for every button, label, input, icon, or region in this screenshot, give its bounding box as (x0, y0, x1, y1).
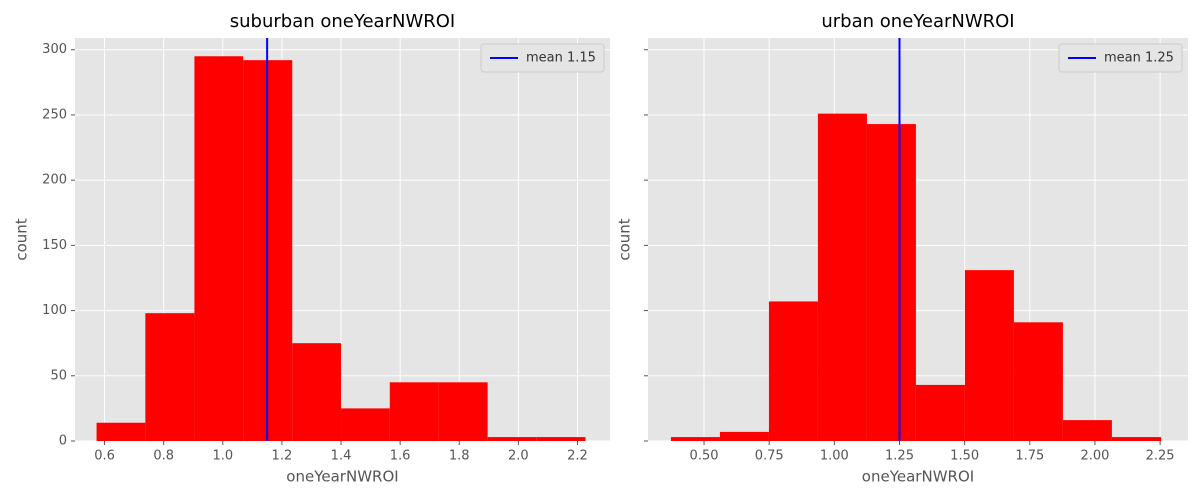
x-tick-label: 1.0 (212, 449, 233, 464)
x-tick-label: 1.25 (885, 449, 914, 464)
bar (817, 113, 867, 441)
x-tick-label: 2.2 (567, 449, 588, 464)
legend: mean 1.25 (1058, 43, 1183, 73)
legend-box (480, 43, 605, 73)
bar (915, 384, 965, 441)
bar (194, 56, 244, 441)
bar (292, 343, 342, 441)
x-tick-label: 1.2 (272, 449, 293, 464)
bar (341, 408, 390, 441)
bar (487, 437, 537, 441)
legend: mean 1.15 (480, 43, 605, 73)
x-axis-label: oneYearNWROI (286, 468, 398, 486)
x-tick-label: 1.50 (950, 449, 979, 464)
subplot: 0.50 0.75 1.00 1.25 1.50 1.75 2.00 2.25 urban on… (616, 11, 1188, 486)
bar (1062, 420, 1112, 441)
x-tick-label: 2.0 (508, 449, 529, 464)
y-axis-label: count (616, 218, 634, 260)
bar (536, 437, 586, 441)
bar (866, 124, 916, 441)
x-tick-label: 2.00 (1080, 449, 1109, 464)
x-tick-label: 0.8 (153, 449, 174, 464)
bar (768, 301, 818, 441)
x-tick-label: 0.50 (690, 449, 719, 464)
x-tick-label: 2.25 (1146, 449, 1175, 464)
y-tick-label: 250 (42, 107, 67, 122)
subplot: 0 50 100 150 200 250 300 0.6 0.8 1.0 1.2 1.4 1.6 1.8 2… (13, 11, 610, 486)
legend-label: mean 1.25 (1104, 51, 1174, 66)
x-tick-label: 1.4 (331, 449, 352, 464)
bar (1111, 437, 1162, 441)
bar (670, 437, 720, 441)
x-tick-label: 1.00 (820, 449, 849, 464)
y-tick-label: 150 (42, 238, 67, 253)
y-tick-label: 200 (42, 173, 67, 188)
bar (964, 270, 1014, 441)
bar (389, 382, 439, 441)
bar (438, 382, 488, 441)
bar (719, 431, 769, 441)
bar (1013, 322, 1063, 441)
bar (96, 422, 146, 441)
x-tick-label: 0.6 (94, 449, 115, 464)
x-tick-label: 1.8 (449, 449, 470, 464)
chart-title: urban oneYearNWROI (821, 11, 1014, 32)
y-tick-label: 300 (42, 42, 67, 57)
x-tick-label: 1.6 (390, 449, 411, 464)
legend-label: mean 1.15 (526, 51, 596, 66)
plot-area (648, 38, 1188, 441)
y-tick-label: 50 (50, 368, 67, 383)
x-axis-label: oneYearNWROI (862, 468, 974, 486)
x-tick-label: 1.75 (1015, 449, 1044, 464)
bar (145, 313, 195, 441)
x-tick-label: 0.75 (755, 449, 784, 464)
legend-box (1058, 43, 1183, 73)
y-axis-label: count (13, 218, 31, 260)
y-tick-label: 100 (42, 303, 67, 318)
chart-title: suburban oneYearNWROI (230, 11, 455, 32)
y-tick-label: 0 (59, 434, 67, 449)
